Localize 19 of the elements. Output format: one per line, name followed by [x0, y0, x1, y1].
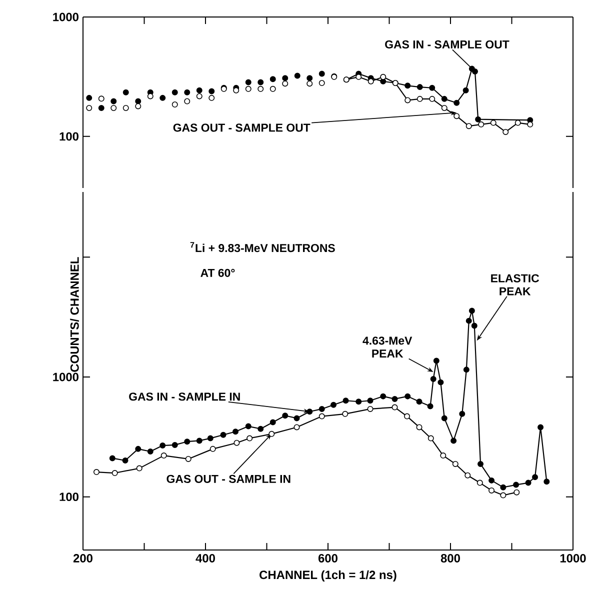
x-axis-title: CHANNEL (1ch = 1/2 ns)	[260, 570, 396, 582]
annotation: ELASTIC PEAK	[491, 274, 540, 296]
y-tick-label: 100	[60, 132, 78, 141]
annotation: AT 60°	[200, 268, 235, 277]
x-tick-label: 800	[440, 554, 460, 562]
annotation: GAS OUT - SAMPLE OUT	[173, 124, 310, 132]
y-tick-label: 1000	[53, 12, 78, 22]
annotation: 4.63-MeV PEAK	[362, 336, 412, 358]
y-tick-label: 1000	[53, 372, 78, 382]
y-axis-title: COUNTS/ CHANNEL	[70, 257, 79, 372]
x-tick-label: 600	[318, 554, 338, 562]
x-tick-label: 1000	[560, 554, 586, 562]
y-tick-label: 100	[60, 492, 78, 502]
annotation: GAS IN - SAMPLE IN	[129, 392, 240, 401]
annotation: GAS IN - SAMPLE OUT	[385, 40, 510, 48]
annotation: $^{7}$Li + 9.83-MeV NEUTRONS	[190, 242, 335, 252]
x-tick-label: 200	[73, 554, 92, 562]
x-tick-label: 400	[196, 554, 215, 562]
annotation: GAS OUT - SAMPLE IN	[166, 474, 290, 483]
